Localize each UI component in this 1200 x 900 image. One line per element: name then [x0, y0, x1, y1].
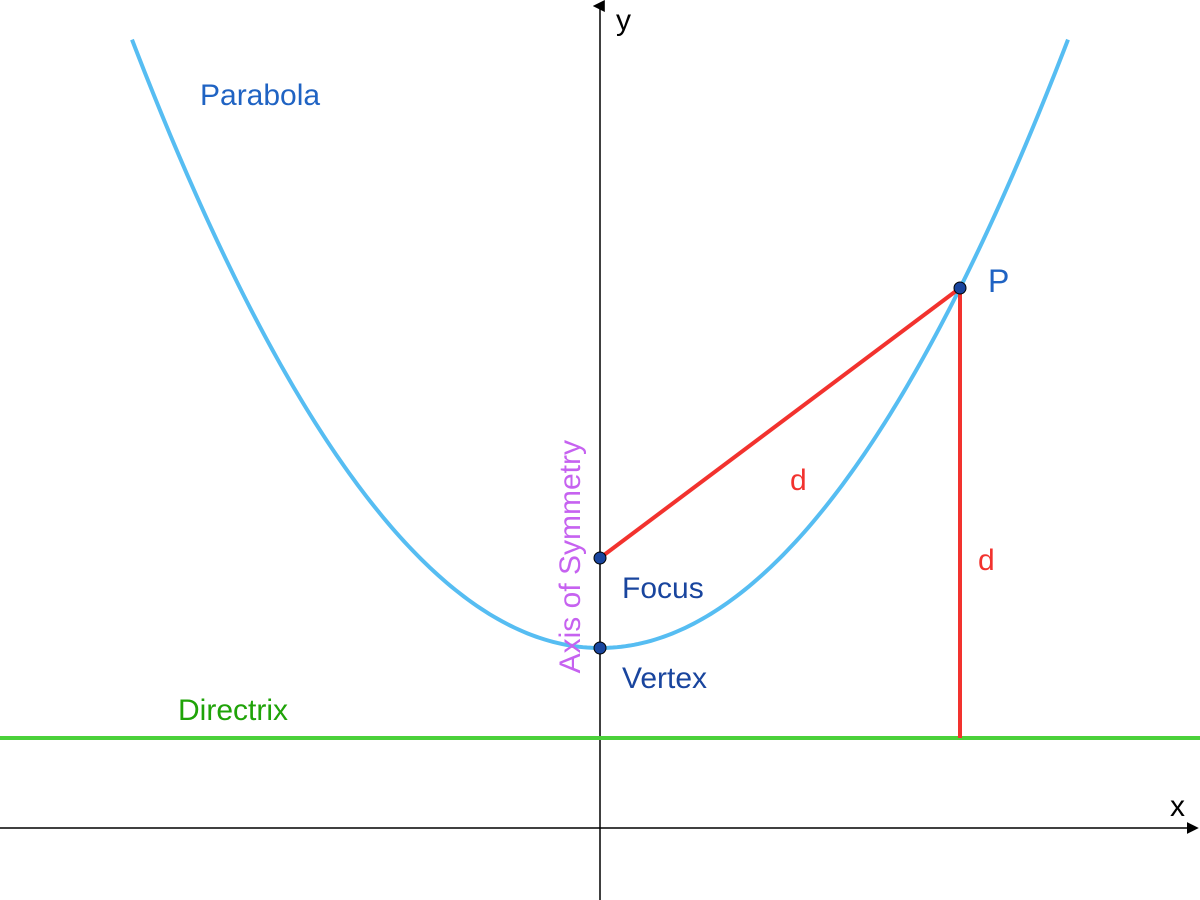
x-axis-label: x	[1170, 790, 1185, 823]
parabola-diagram: y x Parabola Axis of Symmetry Directrix …	[0, 0, 1200, 900]
axis-of-symmetry-label: Axis of Symmetry	[554, 440, 587, 673]
distance-focus-to-p	[600, 288, 960, 558]
distance-label-fp: d	[790, 464, 807, 497]
focus-label: Focus	[622, 572, 704, 605]
parabola-label: Parabola	[200, 79, 320, 112]
point-p	[954, 282, 966, 294]
vertex-point	[594, 642, 606, 654]
vertex-label: Vertex	[622, 662, 707, 695]
focus-point	[594, 552, 606, 564]
directrix-label: Directrix	[178, 694, 288, 727]
point-p-label: P	[988, 263, 1009, 299]
distance-label-pd: d	[978, 544, 995, 577]
y-axis-label: y	[616, 4, 631, 37]
